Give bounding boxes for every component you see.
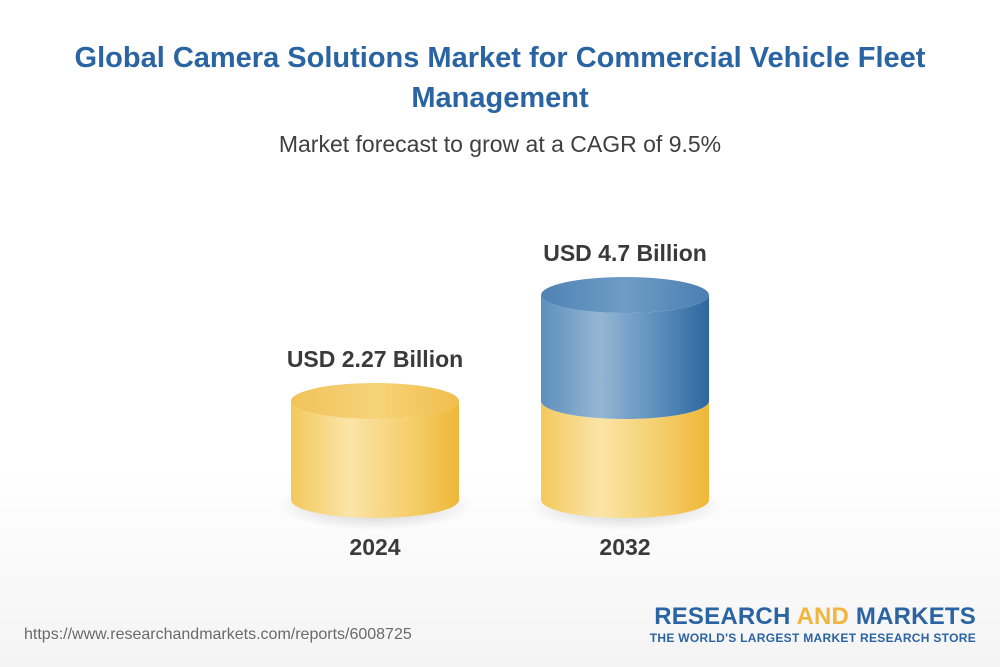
brand-name-research: RESEARCH — [654, 603, 797, 630]
brand-tagline: THE WORLD'S LARGEST MARKET RESEARCH STOR… — [649, 631, 976, 645]
brand-name: RESEARCH AND MARKETS — [650, 604, 976, 630]
bar-cylinder-2024 — [291, 400, 459, 518]
bar-top-2024 — [291, 382, 459, 419]
category-label-2032: 2032 — [599, 534, 650, 560]
source-url[interactable]: https://www.researchandmarkets.com/repor… — [24, 626, 412, 643]
bar-group-2032: USD 4.7 Billion 2032 — [527, 240, 723, 560]
data-label-2024: USD 2.27 Billion — [287, 346, 463, 372]
brand-name-and: AND — [796, 603, 850, 630]
brand-name-markets: MARKETS — [849, 603, 976, 630]
bar-top-2032 — [541, 277, 709, 313]
brand-logo: RESEARCH AND MARKETS THE WORLD'S LARGEST… — [650, 604, 976, 646]
bar-group-2024: USD 2.27 Billion 2024 — [277, 346, 473, 560]
bar-cylinder-2032-growth — [541, 295, 709, 419]
chart-title: Global Camera Solutions Market for Comme… — [74, 42, 926, 114]
bar-cylinder-2032-base — [541, 400, 709, 518]
chart-subtitle: Market forecast to grow at a CAGR of 9.5… — [278, 131, 722, 157]
category-label-2024: 2024 — [349, 534, 400, 560]
data-label-2032: USD 4.7 Billion — [543, 240, 707, 266]
